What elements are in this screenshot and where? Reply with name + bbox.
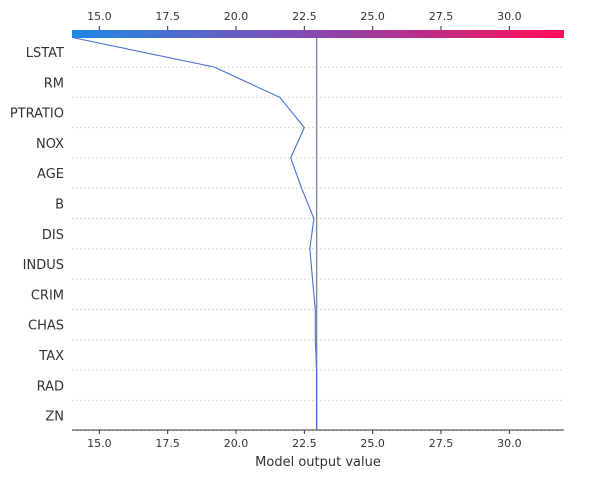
feature-labels: LSTAT RM PTRATIO NOX AGE B DIS INDUS CRIM CHAS TAX…: [10, 46, 64, 425]
grid-layer: [72, 66, 564, 432]
feature-label: TAX: [38, 349, 64, 364]
top-tick-label: 30.0: [497, 10, 522, 23]
x-tick-label: 27.5: [429, 437, 454, 450]
x-tick-label: 25.0: [360, 437, 385, 450]
top-tick-label: 20.0: [224, 10, 249, 23]
x-tick-label: 17.5: [155, 437, 180, 450]
feature-label: NOX: [36, 137, 64, 152]
feature-label: CRIM: [31, 288, 64, 303]
x-tick-label: 20.0: [224, 437, 249, 450]
top-tick-label: 15.0: [87, 10, 112, 23]
feature-label: B: [55, 198, 64, 213]
x-axis-label: Model output value: [255, 455, 381, 470]
top-tick-label: 25.0: [360, 10, 385, 23]
feature-label: INDUS: [23, 258, 64, 273]
x-tick-label: 30.0: [497, 437, 522, 450]
feature-label: RAD: [37, 379, 64, 394]
feature-label: RM: [44, 76, 64, 91]
x-tick-label: 15.0: [87, 437, 112, 450]
feature-label: PTRATIO: [10, 107, 64, 122]
tick-labels: 15.0 15.0 17.5 17.5 20.0 20.0 22.5 22.5 25.0 25.0…: [87, 10, 521, 450]
feature-label: CHAS: [28, 319, 64, 334]
top-tick-label: 17.5: [155, 10, 180, 23]
feature-label: ZN: [45, 410, 64, 425]
feature-label: DIS: [42, 228, 64, 243]
decision-path-line: [74, 37, 318, 431]
top-tick-label: 27.5: [429, 10, 454, 23]
feature-label: LSTAT: [26, 46, 64, 61]
series-layer: [74, 37, 318, 431]
axis-layer: [72, 26, 564, 434]
top-tick-label: 22.5: [292, 10, 317, 23]
colorbar: [72, 30, 564, 38]
x-tick-label: 22.5: [292, 437, 317, 450]
feature-label: AGE: [37, 167, 64, 182]
